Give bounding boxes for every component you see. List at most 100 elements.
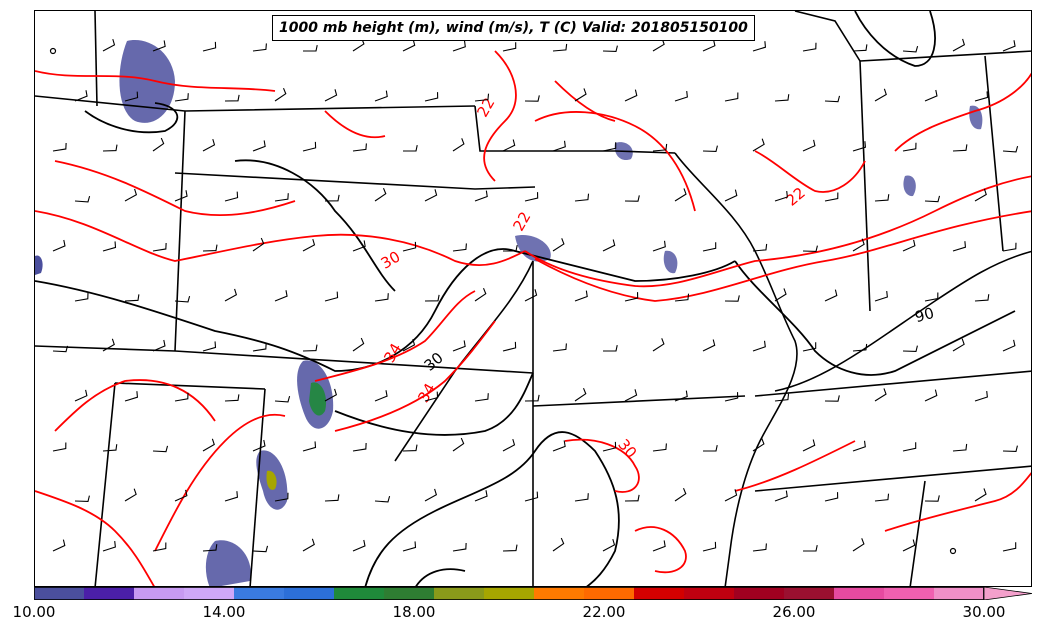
wind-barb	[552, 537, 565, 552]
wind-barb	[824, 95, 841, 103]
wind-barb	[202, 41, 217, 52]
wind-barb	[874, 493, 890, 502]
wind-barb	[824, 395, 840, 402]
wind-barb	[874, 388, 887, 402]
wind-barb	[624, 195, 640, 202]
wind-barb	[824, 492, 839, 502]
wind-barb	[974, 188, 987, 202]
wind-barb	[902, 442, 917, 452]
temperature-contour	[894, 72, 1031, 152]
wind-barb	[152, 445, 169, 453]
state-borders-layer	[35, 11, 1031, 586]
temperature-contour	[754, 150, 866, 193]
height-contour	[334, 372, 534, 436]
wind-barb	[474, 287, 487, 302]
wind-barb	[1002, 445, 1018, 453]
shaded-region	[35, 255, 43, 275]
wind-barb	[924, 89, 938, 102]
temperature-contour	[54, 379, 216, 432]
wind-barb	[302, 141, 317, 152]
wind-barb	[174, 295, 191, 303]
temperature-contour	[35, 490, 155, 586]
wind-barb	[852, 44, 868, 52]
wind-barb	[352, 539, 366, 552]
wind-barb	[702, 541, 717, 552]
wind-barb	[102, 144, 118, 152]
wind-barb	[124, 391, 139, 402]
wind-barb	[352, 337, 365, 352]
colorbar-segment	[834, 587, 885, 600]
colorbar-extend-arrow	[983, 587, 1032, 600]
wind-barb	[874, 290, 888, 302]
wind-barb	[874, 194, 890, 202]
shaded-region	[119, 40, 175, 123]
state-border	[754, 370, 1031, 397]
wind-barb	[652, 338, 665, 352]
colorbar-tick-label: 30.00	[962, 603, 1006, 621]
wind-barb	[902, 45, 919, 53]
temperature-contour	[54, 160, 296, 217]
wind-barb	[1002, 40, 1016, 52]
wind-barb	[452, 340, 466, 352]
wind-barb	[152, 40, 166, 52]
wind-barb	[374, 495, 391, 503]
colorbar-segment	[234, 587, 285, 600]
state-border	[859, 50, 1031, 62]
wind-barb	[924, 292, 939, 302]
temperature-contour	[884, 472, 1031, 532]
wind-barb	[424, 92, 439, 102]
colorbar-segment	[34, 587, 85, 600]
wind-barb	[252, 43, 267, 52]
colorbar-segment	[734, 587, 785, 600]
temperature-contour	[534, 111, 696, 212]
colorbar-tick-label: 14.00	[202, 603, 246, 621]
wind-barb	[452, 437, 465, 452]
temperature-contour	[534, 210, 1031, 302]
shaded-region	[266, 470, 277, 490]
wind-barb	[274, 492, 289, 502]
state-border	[174, 110, 186, 352]
wind-barb	[52, 239, 66, 252]
wind-barb	[74, 195, 91, 203]
wind-barb	[524, 192, 539, 202]
temperature-contour	[554, 80, 616, 122]
shaded-region	[903, 175, 916, 197]
temperature-contour	[734, 440, 856, 492]
shaded-region	[309, 382, 327, 416]
wind-barb	[602, 142, 617, 152]
wind-barb	[224, 288, 238, 302]
wind-barb	[102, 241, 117, 252]
temperature-contour-label: 30	[378, 248, 404, 273]
height-contour	[84, 102, 179, 134]
wind-barb	[852, 440, 866, 452]
shaded-region	[663, 250, 678, 274]
wind-barb	[602, 45, 618, 53]
colorbar-segment	[334, 587, 385, 600]
wind-barb	[402, 241, 417, 252]
wind-barb	[824, 192, 839, 202]
wind-barb	[52, 442, 67, 452]
wind-barb	[852, 538, 865, 552]
state-border	[35, 345, 534, 374]
state-border	[984, 55, 1004, 252]
wind-barb	[924, 495, 940, 502]
wind-barb	[624, 389, 638, 402]
wind-barb	[274, 395, 291, 403]
wind-barb	[502, 139, 516, 152]
wind-barb	[202, 438, 215, 452]
temperature-contour	[314, 290, 476, 382]
wind-barb	[774, 288, 787, 302]
wind-barb	[102, 444, 118, 452]
wind-barb	[952, 38, 966, 52]
wind-barb	[774, 490, 788, 502]
wind-barb	[324, 89, 338, 102]
wind-barb	[574, 387, 587, 402]
wind-barb	[952, 241, 967, 252]
wind-barb	[124, 488, 137, 502]
wind-barb	[674, 390, 688, 402]
state-border	[114, 382, 266, 390]
wind-barb	[324, 291, 339, 302]
wind-barb	[74, 292, 89, 302]
wind-barb	[74, 389, 88, 402]
wind-barb	[124, 188, 138, 202]
